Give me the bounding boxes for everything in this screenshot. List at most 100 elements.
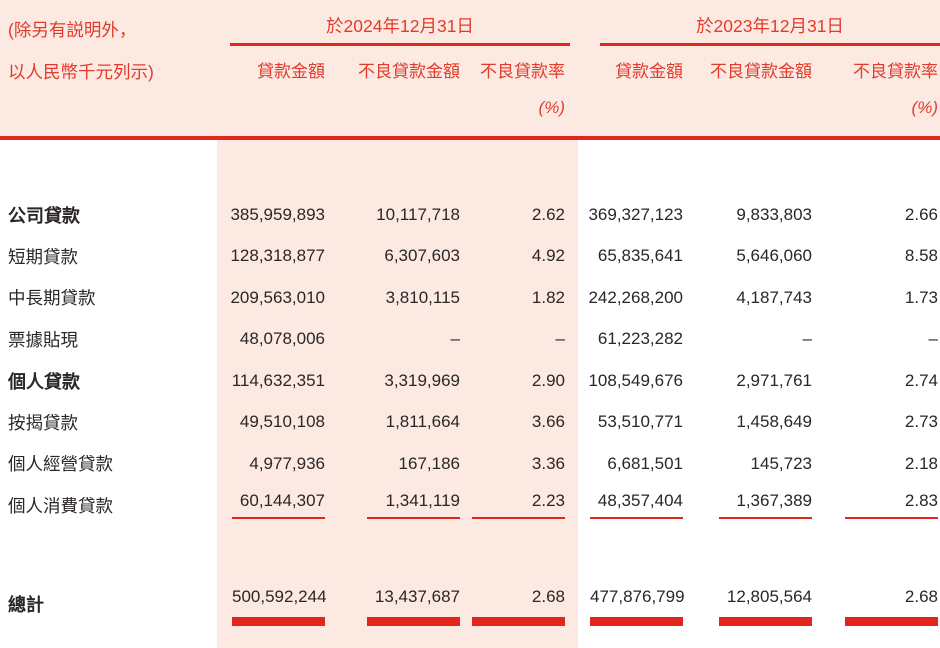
percent-label-2024: (%): [538, 98, 565, 117]
value-cell: 6,681,501: [565, 454, 683, 474]
value-text: 114,632,351: [231, 370, 325, 390]
row-label: 個人消費貸款: [8, 495, 113, 516]
value-cell: 8.58: [812, 246, 938, 266]
note-line-1: (除另有説明外，: [8, 20, 137, 40]
value-cell: 48,357,404: [565, 491, 683, 520]
value-text: 48,078,006: [239, 329, 325, 349]
value-text: 8.58: [904, 246, 938, 266]
value-cell: 4.92: [460, 246, 565, 266]
header-npl-amount-2023: 不良貸款金額: [710, 62, 812, 81]
value-text: 61,223,282: [597, 329, 683, 349]
value-cell: 61,223,282: [565, 329, 683, 349]
value-text: 1,367,389: [719, 491, 812, 520]
value-text: –: [450, 329, 460, 349]
value-cell: 2,971,761: [683, 371, 812, 391]
value-cell: 10,117,718: [325, 205, 460, 225]
column-group-2024: 於2024年12月31日: [230, 13, 570, 46]
value-cell: 209,563,010: [210, 288, 325, 308]
value-text: 4,187,743: [736, 287, 812, 307]
value-text: 4.92: [531, 246, 565, 266]
value-cell: –: [683, 329, 812, 349]
total-cell: 12,805,564: [683, 587, 812, 626]
value-text: 1,341,119: [367, 491, 460, 520]
total-value: 13,437,687: [367, 587, 460, 626]
value-text: 2.73: [904, 412, 938, 432]
value-cell: 3,319,969: [325, 371, 460, 391]
value-cell: 4,187,743: [683, 288, 812, 308]
value-cell: 369,327,123: [565, 205, 683, 225]
value-text: 53,510,771: [597, 412, 683, 432]
highlight-band-2024-columns: [217, 140, 578, 648]
header-npl-ratio-2023: 不良貸款率: [853, 62, 938, 81]
table-body: 公司貸款 385,959,893 10,117,718 2.62 369,327,123…: [0, 140, 940, 526]
group-2024-title: 於2024年12月31日: [326, 16, 474, 36]
value-text: 1,811,664: [385, 412, 460, 432]
value-text: 48,357,404: [590, 491, 683, 520]
value-cell: 49,510,108: [210, 412, 325, 432]
value-text: 6,681,501: [607, 453, 683, 473]
value-text: 65,835,641: [597, 246, 683, 266]
column-group-header-row: 於2024年12月31日 於2023年12月31日: [0, 0, 940, 46]
value-cell: 114,632,351: [210, 371, 325, 391]
value-cell: 167,186: [325, 454, 460, 474]
row-label: 短期貸款: [8, 246, 78, 267]
value-cell: 48,078,006: [210, 329, 325, 349]
value-text: 2.90: [531, 370, 565, 390]
value-cell: 2.74: [812, 371, 938, 391]
row-label: 個人經營貸款: [8, 454, 113, 475]
measurement-note: (除另有説明外， 以人民幣千元列示): [8, 9, 154, 93]
total-cell: 477,876,799: [565, 587, 685, 626]
value-cell: 60,144,307: [210, 491, 325, 520]
value-text: 5,646,060: [736, 246, 812, 266]
value-text: 1.73: [904, 287, 938, 307]
value-cell: 128,318,877: [210, 246, 325, 266]
value-text: 167,186: [398, 453, 460, 473]
table-row-corporate-loans: 公司貸款 385,959,893 10,117,718 2.62 369,327,123…: [0, 194, 940, 236]
value-cell: –: [325, 329, 460, 349]
value-cell: 2.18: [812, 454, 938, 474]
table-row-discounted-bills: 票據貼現 48,078,006 – – 61,223,282 – –: [0, 319, 940, 361]
value-cell: 2.23: [460, 491, 565, 520]
total-value: 500,592,244: [232, 587, 327, 626]
value-text: 209,563,010: [230, 287, 325, 307]
table-row-personal-loans: 個人貸款 114,632,351 3,319,969 2.90 108,549,676 2…: [0, 360, 940, 402]
value-text: 10,117,718: [376, 204, 460, 224]
value-text: 128,318,877: [230, 246, 325, 266]
total-cell: 2.68: [812, 587, 938, 626]
value-cell: 6,307,603: [325, 246, 460, 266]
value-cell: 3,810,115: [325, 288, 460, 308]
value-cell: 65,835,641: [565, 246, 683, 266]
column-header-row: 貸款金額 不良貸款金額 不良貸款率 貸款金額 不良貸款金額 不良貸款率: [0, 60, 940, 84]
value-text: 3,810,115: [385, 287, 460, 307]
value-cell: 145,723: [683, 454, 812, 474]
total-value: 2.68: [472, 587, 565, 626]
value-text: 1,458,649: [736, 412, 812, 432]
value-text: 3.36: [531, 453, 565, 473]
note-line-2: 以人民幣千元列示): [8, 62, 154, 82]
value-cell: 2.73: [812, 412, 938, 432]
total-cell: 500,592,244: [210, 587, 327, 626]
total-value: 2.68: [845, 587, 938, 626]
value-text: –: [802, 329, 812, 349]
value-cell: 4,977,936: [210, 454, 325, 474]
total-cell: 13,437,687: [325, 587, 460, 626]
row-label: 票據貼現: [8, 329, 78, 350]
value-text: 2.74: [904, 370, 938, 390]
value-cell: 242,268,200: [565, 288, 683, 308]
header-loan-amount-2023: 貸款金額: [615, 62, 683, 81]
header-loan-amount-2024: 貸款金額: [257, 62, 325, 81]
value-cell: 1,367,389: [683, 491, 812, 520]
value-text: 3,319,969: [384, 370, 460, 390]
value-cell: 2.66: [812, 205, 938, 225]
value-text: 2,971,761: [736, 370, 812, 390]
table-row-medium-long-term-loans: 中長期貸款 209,563,010 3,810,115 1.82 242,268,200…: [0, 277, 940, 319]
table-row-personal-business-loans: 個人經營貸款 4,977,936 167,186 3.36 6,681,501 145,7…: [0, 443, 940, 485]
value-text: 2.83: [845, 491, 938, 520]
header-separator-rule: [0, 136, 940, 140]
percent-unit-row: (%) (%): [0, 92, 940, 122]
table-row-mortgage-loans: 按揭貸款 49,510,108 1,811,664 3.66 53,510,771 1,4…: [0, 402, 940, 444]
total-value: 12,805,564: [719, 587, 812, 626]
row-label: 中長期貸款: [8, 288, 96, 309]
